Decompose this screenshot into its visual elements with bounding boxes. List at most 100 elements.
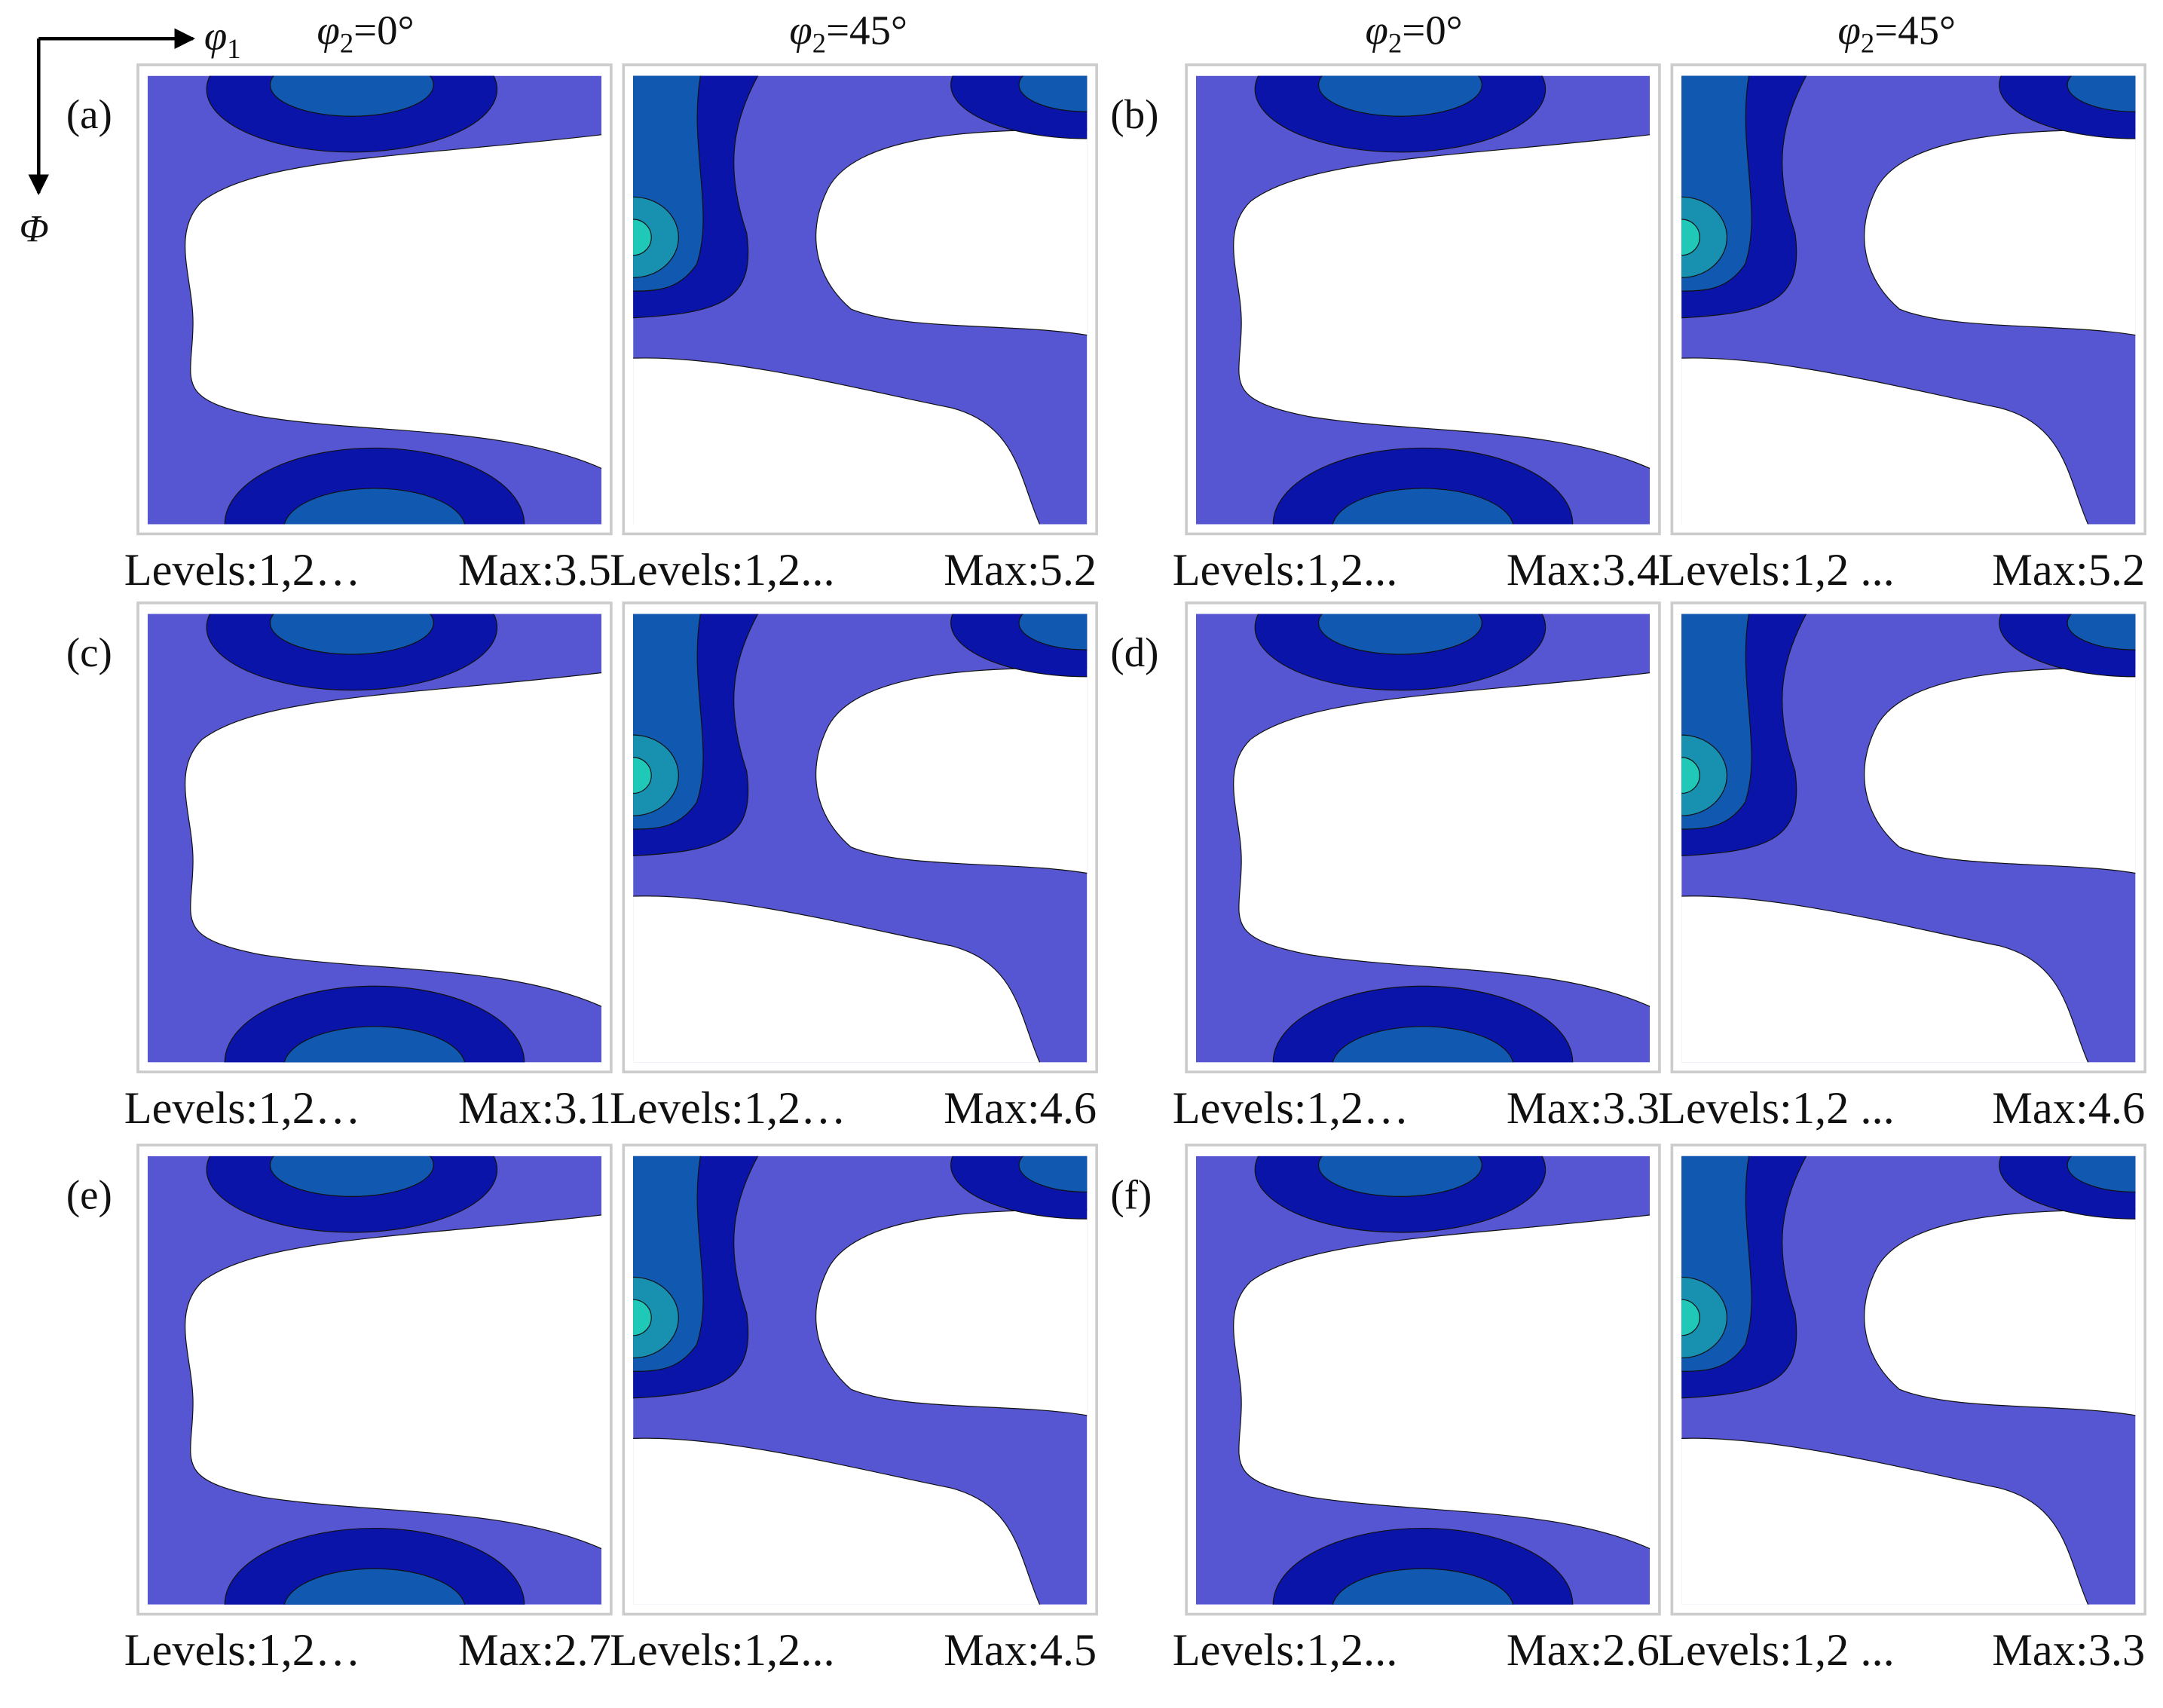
contour-mid bbox=[1332, 1569, 1514, 1605]
symbol: φ bbox=[317, 8, 340, 54]
subscript: 2 bbox=[812, 28, 826, 59]
contour-mid bbox=[270, 75, 433, 116]
title-text: =0° bbox=[1402, 8, 1462, 54]
contour-teal bbox=[633, 735, 678, 816]
contour-mid bbox=[284, 1027, 466, 1063]
contour-white bbox=[1234, 672, 1651, 1009]
contour-mid bbox=[1319, 1156, 1482, 1196]
contour-white bbox=[1865, 668, 2136, 874]
panel-label: (f) bbox=[1110, 1171, 1152, 1217]
contour-dark bbox=[1273, 448, 1572, 525]
Phi-label: Φ bbox=[20, 207, 49, 250]
contour-white bbox=[1681, 358, 2090, 525]
contour-white bbox=[1865, 130, 2136, 336]
contour-white bbox=[185, 134, 602, 470]
contour-mid bbox=[284, 1569, 466, 1605]
subscript: 2 bbox=[1388, 28, 1402, 59]
column-title: φ2=45° bbox=[1837, 8, 1956, 59]
contour-dark bbox=[1273, 986, 1572, 1063]
contour-white bbox=[1865, 1210, 2136, 1416]
contour-mid bbox=[284, 488, 466, 525]
levels-caption: Levels:1,2 ... bbox=[1658, 545, 1895, 595]
contour-white bbox=[816, 668, 1088, 874]
max-caption: Max:3.3 bbox=[1992, 1625, 2145, 1676]
symbol: φ bbox=[1837, 8, 1860, 54]
title-text: =0° bbox=[353, 8, 414, 54]
levels-caption: Levels:1,2... bbox=[1173, 545, 1398, 595]
symbol: φ bbox=[1366, 8, 1388, 54]
levels-caption: Levels:1,2… bbox=[124, 545, 361, 595]
odf-section bbox=[147, 75, 602, 525]
contour-teal bbox=[1681, 1277, 1727, 1358]
levels-caption: Levels:1,2... bbox=[1173, 1625, 1398, 1676]
contour-white bbox=[1681, 1438, 2090, 1605]
odf-section bbox=[633, 1156, 1088, 1605]
odf-section bbox=[1681, 1156, 2136, 1605]
odf-section bbox=[633, 75, 1088, 525]
odf-section bbox=[147, 1156, 602, 1605]
contour-mid bbox=[2067, 1156, 2136, 1192]
contour-white bbox=[816, 1210, 1088, 1416]
contour-mid bbox=[270, 1156, 433, 1196]
contour-white bbox=[185, 1214, 602, 1550]
contour-white bbox=[1681, 896, 2090, 1063]
contour-mid bbox=[1019, 614, 1088, 650]
contour-cyan bbox=[1681, 1299, 1700, 1336]
contour-cyan bbox=[1681, 219, 1700, 256]
panel-label: (e) bbox=[66, 1171, 112, 1217]
levels-caption: Levels:1,2… bbox=[124, 1625, 361, 1676]
max-caption: Max:4.5 bbox=[944, 1625, 1097, 1676]
panel-label: (b) bbox=[1110, 91, 1158, 137]
contour-white bbox=[185, 672, 602, 1009]
max-caption: Max:4.6 bbox=[1992, 1083, 2145, 1134]
contour-white bbox=[1234, 134, 1651, 470]
contour-cyan bbox=[1681, 758, 1700, 794]
levels-caption: Levels:1,2… bbox=[610, 1083, 846, 1134]
contour-mid bbox=[1332, 1027, 1514, 1063]
odf-section bbox=[1195, 75, 1651, 525]
contour-mid bbox=[1319, 614, 1482, 654]
contour-teal bbox=[1681, 735, 1727, 816]
subscript: 2 bbox=[340, 28, 353, 59]
contour-dark bbox=[225, 986, 524, 1063]
max-caption: Max:3.1 bbox=[458, 1083, 611, 1134]
title-text: =45° bbox=[1874, 8, 1956, 54]
contour-cyan bbox=[633, 758, 651, 794]
phi1-label: φ1 bbox=[204, 13, 241, 64]
column-title: φ2=45° bbox=[789, 8, 907, 59]
max-caption: Max:2.6 bbox=[1507, 1625, 1660, 1676]
column-title: φ2=0° bbox=[1366, 8, 1463, 59]
subscript: 2 bbox=[1861, 28, 1874, 59]
max-caption: Max:5.2 bbox=[1992, 545, 2145, 595]
odf-section bbox=[633, 614, 1088, 1063]
panel-label: (d) bbox=[1110, 629, 1158, 675]
contour-white bbox=[816, 130, 1088, 336]
contour-mid bbox=[1019, 75, 1088, 112]
levels-caption: Levels:1,2… bbox=[1173, 1083, 1409, 1134]
contour-teal bbox=[633, 197, 678, 277]
contour-dark bbox=[225, 1529, 524, 1605]
levels-caption: Levels:1,2... bbox=[610, 545, 835, 595]
column-title: φ2=0° bbox=[317, 8, 415, 59]
contour-mid bbox=[1332, 488, 1514, 525]
contour-teal bbox=[633, 1277, 678, 1358]
contour-mid bbox=[2067, 75, 2136, 112]
contour-mid bbox=[270, 614, 433, 654]
odf-section bbox=[147, 614, 602, 1063]
max-caption: Max:4.6 bbox=[944, 1083, 1097, 1134]
contour-white bbox=[633, 358, 1042, 525]
panel-label: (c) bbox=[66, 629, 112, 675]
max-caption: Max:2.7 bbox=[458, 1625, 611, 1676]
odf-section bbox=[1195, 1156, 1651, 1605]
contour-white bbox=[633, 1438, 1042, 1605]
contour-teal bbox=[1681, 197, 1727, 277]
levels-caption: Levels:1,2… bbox=[124, 1083, 361, 1134]
max-caption: Max:3.3 bbox=[1507, 1083, 1660, 1134]
symbol: φ bbox=[789, 8, 812, 54]
max-caption: Max:3.5 bbox=[458, 545, 611, 595]
max-caption: Max:5.2 bbox=[944, 545, 1097, 595]
contour-cyan bbox=[633, 219, 651, 256]
odf-section bbox=[1195, 614, 1651, 1063]
contour-dark bbox=[1273, 1529, 1572, 1605]
